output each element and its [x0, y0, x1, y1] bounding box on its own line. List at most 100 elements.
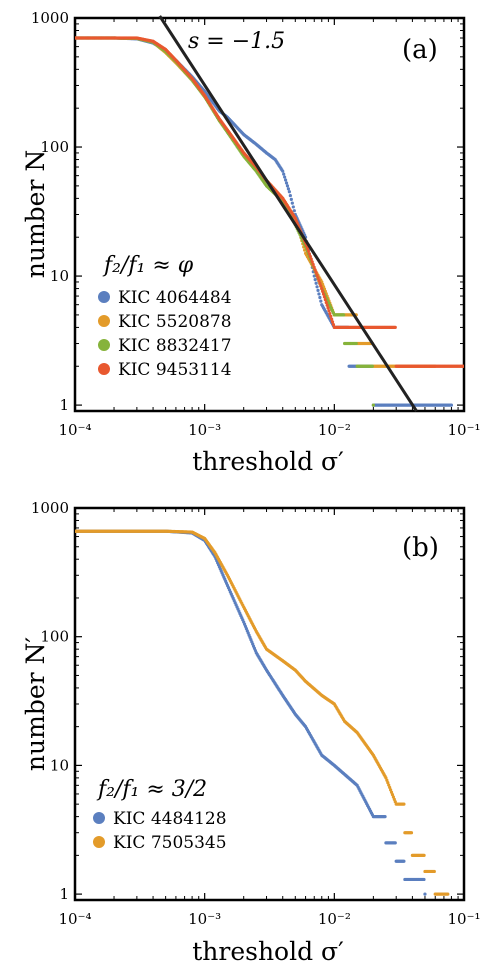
- data-point: [354, 341, 358, 346]
- legend-item-label: KIC 8832417: [118, 336, 232, 356]
- data-point: [393, 325, 397, 330]
- data-point: [292, 209, 296, 213]
- panel-label: (a): [402, 35, 438, 65]
- data-point: [314, 270, 318, 275]
- data-point: [330, 320, 335, 324]
- data-point: [383, 815, 387, 819]
- fit-line: [158, 15, 418, 412]
- data-point: [423, 892, 427, 896]
- y-tick-label: 10: [50, 756, 69, 774]
- x-tick-label: 10⁻³: [188, 421, 221, 439]
- y-axis-title: number N′: [21, 637, 50, 771]
- data-point: [315, 273, 319, 277]
- data-point: [326, 306, 330, 310]
- legend-marker: [98, 291, 110, 303]
- fit-annotation: s = −1.5: [188, 29, 285, 54]
- x-tick-label: 10⁻¹: [447, 421, 480, 439]
- y-tick-label: 1000: [31, 499, 69, 517]
- data-point: [331, 323, 336, 327]
- data-point: [282, 172, 286, 176]
- legend-item-label: KIC 9453114: [118, 360, 232, 380]
- panel-b: 10⁻⁴ 10⁻³ 10⁻² 10⁻¹ 1 10 100 1000 (b) f₂/f₁ ≈ 3…: [21, 499, 481, 966]
- data-point: [290, 201, 294, 205]
- data-series: [75, 529, 450, 896]
- legend: f₂/f₁ ≈ φ KIC 4064484 KIC 5520878 KIC 88…: [98, 253, 232, 380]
- legend-item-label: KIC 7505345: [113, 833, 227, 853]
- legend-title: f₂/f₁ ≈ 3/2: [96, 777, 207, 802]
- data-point: [402, 859, 406, 863]
- data-point: [317, 292, 321, 296]
- y-tick-label: 1: [59, 885, 69, 903]
- data-point: [342, 313, 346, 317]
- legend-marker: [98, 363, 110, 375]
- data-point: [312, 265, 316, 269]
- panel-label: (b): [402, 533, 439, 563]
- data-point: [329, 314, 333, 318]
- x-tick-label: 10⁻²: [318, 910, 351, 928]
- data-point: [449, 403, 454, 407]
- data-point: [288, 193, 292, 198]
- data-point: [285, 184, 290, 188]
- axis-ticks: 10⁻⁴ 10⁻³ 10⁻² 10⁻¹ 1 10 100 1000: [31, 9, 481, 439]
- data-point: [327, 309, 331, 313]
- axis-ticks: 10⁻⁴ 10⁻³ 10⁻² 10⁻¹ 1 10 100 1000: [31, 499, 481, 928]
- legend-marker: [93, 812, 105, 824]
- data-point: [287, 190, 291, 194]
- data-point: [308, 254, 312, 259]
- data-point: [311, 262, 315, 267]
- legend-marker: [98, 315, 110, 327]
- data-point: [322, 295, 327, 299]
- data-point: [446, 892, 450, 896]
- data-point: [320, 286, 324, 291]
- x-tick-label: 10⁻⁴: [58, 421, 91, 439]
- data-point: [328, 311, 332, 316]
- data-point: [309, 257, 313, 261]
- x-axis-title: threshold σ′: [192, 447, 344, 476]
- data-series: [75, 36, 464, 407]
- data-point: [319, 284, 323, 288]
- data-point: [306, 249, 311, 253]
- data-point: [422, 853, 426, 857]
- data-point: [317, 278, 321, 283]
- data-point: [305, 246, 310, 251]
- y-tick-label: 10: [50, 267, 69, 285]
- legend-marker: [98, 339, 110, 351]
- data-point: [313, 268, 317, 272]
- data-point: [321, 289, 325, 293]
- data-point: [318, 295, 322, 300]
- data-point: [319, 299, 323, 303]
- y-tick-label: 1: [59, 396, 69, 414]
- series-3: [75, 36, 464, 368]
- legend-item-label: KIC 4064484: [118, 288, 232, 308]
- data-point: [315, 285, 319, 289]
- x-axis-title: threshold σ′: [192, 937, 344, 966]
- data-point: [409, 831, 414, 835]
- data-point: [330, 317, 334, 321]
- data-point: [316, 276, 320, 280]
- data-point: [284, 181, 289, 185]
- data-point: [323, 298, 327, 302]
- x-tick-label: 10⁻¹: [447, 910, 480, 928]
- y-axis-title: number N: [21, 150, 50, 278]
- data-point: [325, 303, 329, 307]
- data-point: [307, 252, 311, 256]
- data-point: [281, 169, 285, 173]
- data-point: [432, 869, 436, 874]
- data-point: [370, 364, 375, 368]
- y-tick-label: 1000: [31, 9, 69, 27]
- data-point: [393, 841, 397, 845]
- y-tick-label: 100: [40, 138, 69, 156]
- x-tick-label: 10⁻³: [188, 910, 221, 928]
- data-point: [324, 300, 328, 305]
- legend-marker: [93, 836, 105, 848]
- legend-title: f₂/f₁ ≈ φ: [102, 253, 194, 278]
- legend-item-label: KIC 4484128: [113, 809, 227, 829]
- data-point: [462, 364, 464, 368]
- data-point: [318, 281, 322, 285]
- legend-item-label: KIC 5520878: [118, 312, 232, 332]
- legend: f₂/f₁ ≈ 3/2 KIC 4484128 KIC 7505345: [93, 777, 227, 853]
- y-tick-label: 100: [40, 628, 69, 646]
- data-point: [291, 205, 295, 209]
- data-point: [283, 175, 287, 179]
